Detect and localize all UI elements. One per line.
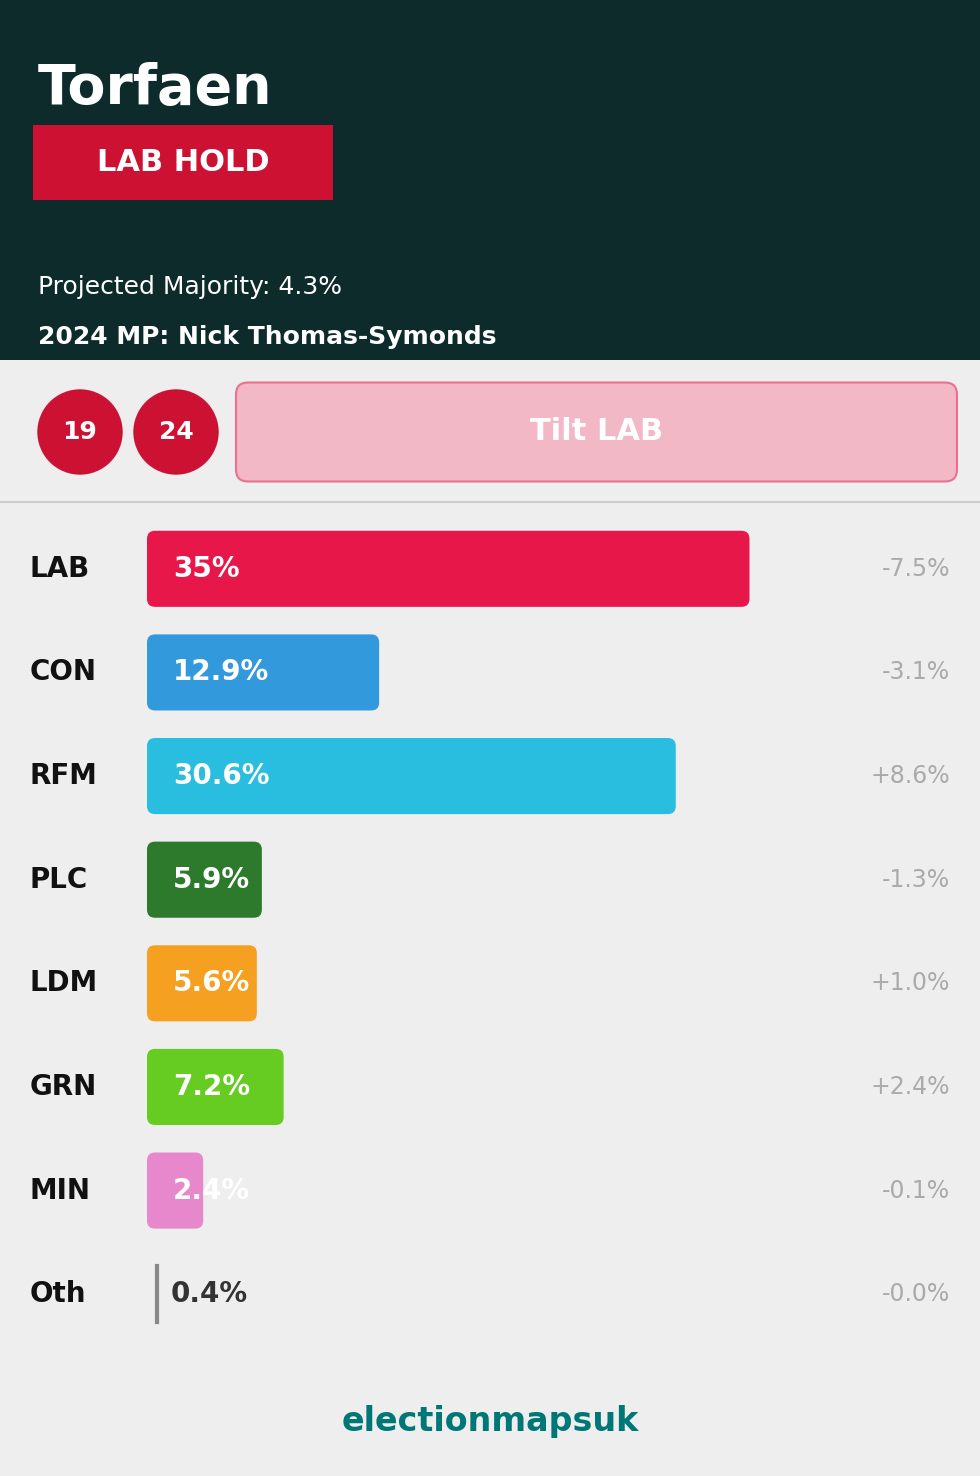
- Text: +8.6%: +8.6%: [870, 765, 950, 788]
- Text: 35%: 35%: [173, 555, 240, 583]
- Text: 30.6%: 30.6%: [173, 762, 270, 790]
- Text: electionmapsuk: electionmapsuk: [341, 1405, 639, 1438]
- Text: GRN: GRN: [30, 1073, 97, 1101]
- FancyBboxPatch shape: [147, 738, 676, 815]
- Bar: [0, 0, 980, 360]
- Text: CON: CON: [30, 658, 97, 686]
- Text: Projected Majority: 4.3%: Projected Majority: 4.3%: [38, 275, 342, 300]
- Text: -7.5%: -7.5%: [881, 556, 950, 582]
- Text: 2.4%: 2.4%: [173, 1176, 250, 1204]
- Circle shape: [134, 390, 218, 474]
- Text: 2024 MP: Nick Thomas-Symonds: 2024 MP: Nick Thomas-Symonds: [38, 325, 497, 348]
- Text: -0.0%: -0.0%: [882, 1283, 950, 1306]
- Text: 12.9%: 12.9%: [173, 658, 270, 686]
- Text: 19: 19: [63, 421, 97, 444]
- Text: -0.1%: -0.1%: [882, 1178, 950, 1203]
- Text: -1.3%: -1.3%: [882, 868, 950, 892]
- FancyBboxPatch shape: [147, 841, 262, 918]
- FancyBboxPatch shape: [147, 635, 379, 710]
- Text: 24: 24: [159, 421, 193, 444]
- Text: +1.0%: +1.0%: [870, 971, 950, 995]
- Text: -3.1%: -3.1%: [882, 660, 950, 685]
- FancyBboxPatch shape: [147, 1153, 203, 1228]
- FancyBboxPatch shape: [147, 1049, 283, 1125]
- Text: Oth: Oth: [30, 1280, 86, 1308]
- Text: LAB: LAB: [30, 555, 90, 583]
- FancyBboxPatch shape: [147, 945, 257, 1021]
- Text: LDM: LDM: [30, 970, 98, 998]
- FancyBboxPatch shape: [236, 382, 957, 481]
- Circle shape: [38, 390, 122, 474]
- Text: +2.4%: +2.4%: [870, 1075, 950, 1100]
- Text: Torfaen: Torfaen: [38, 62, 272, 117]
- FancyBboxPatch shape: [147, 531, 750, 607]
- Text: RFM: RFM: [30, 762, 98, 790]
- Text: 7.2%: 7.2%: [173, 1073, 250, 1101]
- Text: PLC: PLC: [30, 866, 88, 893]
- Text: MIN: MIN: [30, 1176, 91, 1204]
- Text: 5.6%: 5.6%: [173, 970, 250, 998]
- Text: 0.4%: 0.4%: [171, 1280, 248, 1308]
- FancyBboxPatch shape: [33, 125, 333, 201]
- Text: Tilt LAB: Tilt LAB: [530, 418, 663, 447]
- Text: LAB HOLD: LAB HOLD: [97, 148, 270, 177]
- Text: 5.9%: 5.9%: [173, 866, 250, 893]
